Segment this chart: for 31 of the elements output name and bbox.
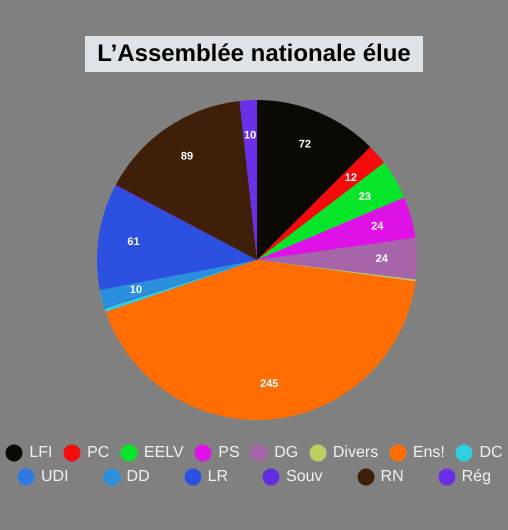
- legend-label: UDI: [40, 468, 69, 486]
- data-label: 23: [358, 191, 371, 204]
- legend-label: Ens!: [412, 444, 445, 462]
- legend-label: PS: [218, 444, 240, 462]
- pie-slice: [257, 162, 404, 260]
- data-label: 10: [244, 129, 256, 142]
- legend-label: PC: [87, 444, 110, 462]
- legend-label: RN: [380, 468, 404, 486]
- data-label: 61: [127, 236, 140, 248]
- data-label: 10: [130, 284, 142, 296]
- data-label: 72: [298, 138, 311, 151]
- legend-label: Souv: [286, 468, 323, 486]
- data-label: 245: [260, 378, 278, 390]
- legend-label: DG: [274, 444, 298, 462]
- data-label: 12: [344, 172, 358, 184]
- chart-title: L’Assemblée nationale élue: [85, 36, 423, 72]
- pie-slice: [106, 260, 416, 420]
- legend-label: LFI: [29, 444, 52, 462]
- pie-slice: [116, 100, 257, 260]
- pie-slice: [257, 100, 370, 260]
- legend-label: Divers: [332, 444, 378, 462]
- data-label: 89: [180, 150, 194, 163]
- pie-slice: [240, 100, 257, 260]
- legend-label: DC: [479, 444, 503, 462]
- data-label: 24: [376, 252, 389, 265]
- legend-label: Rég: [462, 468, 491, 486]
- legend-label: EELV: [144, 444, 184, 462]
- pie-slice: [257, 238, 417, 280]
- legend-label: LR: [208, 468, 228, 486]
- legend-label: DD: [126, 468, 150, 486]
- data-label: 24: [371, 220, 384, 233]
